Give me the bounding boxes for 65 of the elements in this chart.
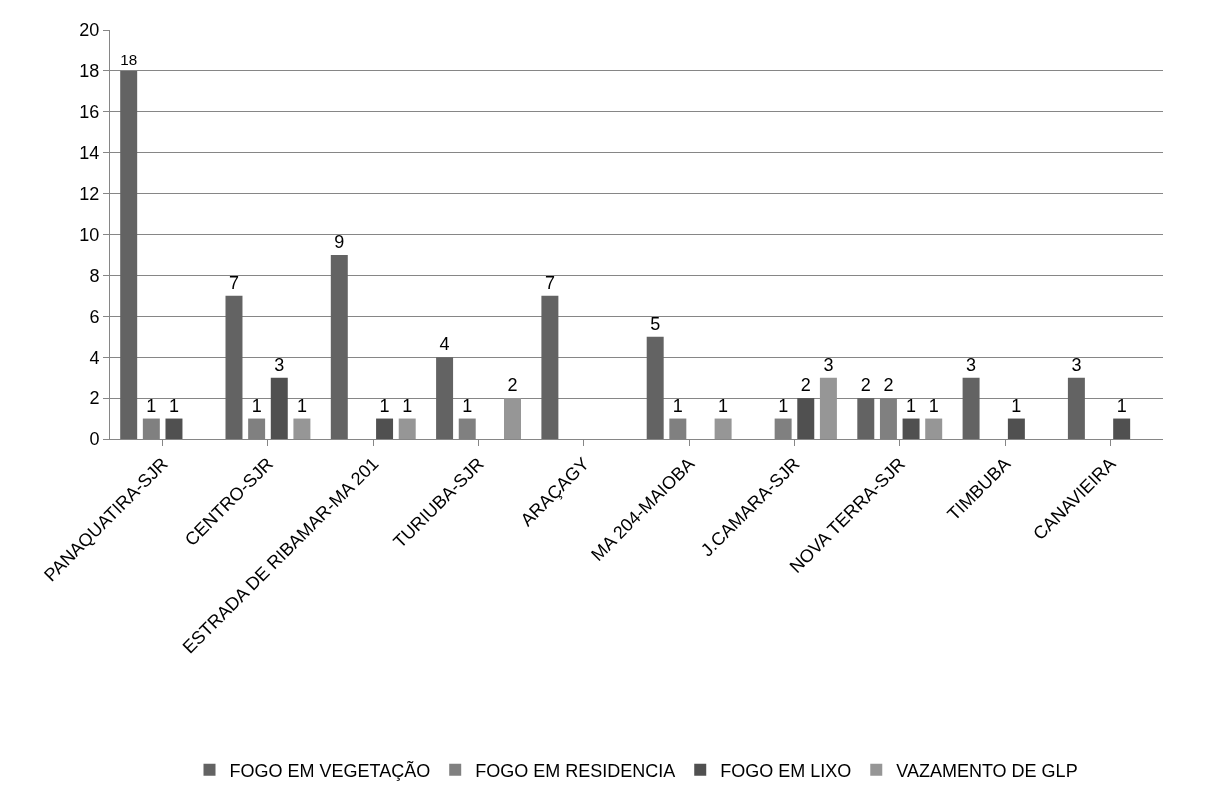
y-tick-label: 6 [89,306,100,327]
y-tick-label: 14 [79,143,100,163]
legend-label: FOGO EM LIXO [720,760,852,781]
bar [1007,418,1025,439]
data-label: 7 [228,272,239,293]
data-label: 1 [906,395,917,416]
bar [646,336,664,439]
bar [925,418,943,439]
data-label: 2 [860,375,871,396]
data-label: 3 [966,354,977,375]
bar [436,357,454,439]
data-label: 3 [274,354,285,375]
bar [225,295,243,439]
y-tick-label: 16 [79,102,100,123]
bar [819,377,837,439]
y-tick-label: 2 [89,388,100,409]
bar [1113,418,1131,439]
data-label: 5 [650,313,661,334]
data-label: 1 [718,395,729,416]
bar [398,418,416,439]
bar [1067,377,1085,439]
y-tick-label: 0 [89,429,100,450]
data-label: 1 [296,395,307,416]
y-tick-label: 12 [79,183,100,204]
y-tick-label: 18 [79,61,100,82]
bar [797,398,815,439]
y-tick-label: 8 [89,265,100,286]
bar [857,398,875,439]
bar [376,418,394,439]
legend-label: VAZAMENTO DE GLP [896,760,1078,781]
data-label: 2 [507,375,518,396]
bar [962,377,980,439]
data-label: 4 [439,334,450,355]
y-tick-label: 20 [79,20,100,41]
bar [165,418,183,439]
data-label: 1 [778,395,789,416]
data-label: 1 [379,395,390,416]
legend-label: FOGO EM VEGETAÇÃO [229,759,431,781]
bar [541,295,559,439]
y-tick-label: 4 [89,347,100,368]
legend-label: FOGO EM RESIDENCIA [475,760,676,781]
data-label: 1 [462,395,473,416]
data-label: 3 [823,354,834,375]
data-label: 1 [672,395,683,416]
data-label: 1 [928,395,939,416]
data-label: 18 [120,50,138,68]
data-label: 1 [1116,395,1127,416]
bar [293,418,311,439]
bar [330,254,348,439]
data-label: 1 [251,395,262,416]
data-label: 2 [800,375,811,396]
bar [120,70,138,439]
data-label: 3 [1071,354,1082,375]
data-label: 1 [402,395,413,416]
bar [902,418,920,439]
data-label: 1 [146,395,157,416]
data-label: 2 [883,375,894,396]
data-label: 1 [168,395,179,416]
y-tick-label: 10 [79,224,100,245]
data-label: 9 [334,231,345,252]
bar [714,418,732,439]
bar [504,398,521,439]
bar [270,377,288,439]
data-label: 7 [544,272,555,293]
data-label: 1 [1011,395,1022,416]
